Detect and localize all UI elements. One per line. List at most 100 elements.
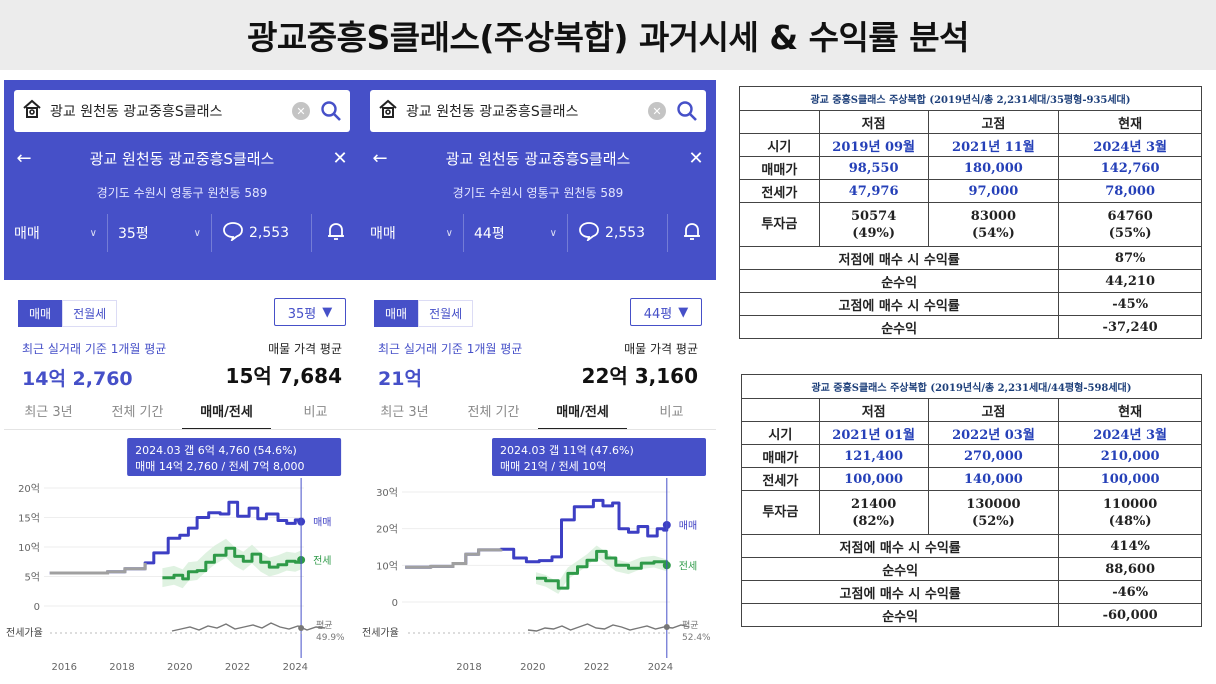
series-label-jeonse: 전세	[679, 560, 697, 572]
date-cell: 2019년 09월	[818, 133, 929, 157]
back-arrow-icon[interactable]: ←	[16, 147, 32, 169]
tab-sale-jeonse[interactable]: 매매/전세	[538, 402, 627, 430]
divider	[4, 429, 360, 430]
col-header-high: 고점	[927, 110, 1060, 134]
asking-price-value: 15억 7,684	[225, 364, 342, 388]
price-cell: 100,000	[818, 467, 929, 491]
search-box[interactable]: 광교 원천동 광교중흥S클래스 ✕	[370, 90, 706, 132]
series-line-sale	[405, 498, 669, 569]
col-header-current: 현재	[1058, 110, 1202, 134]
tooltip-line-1: 2024.03 갭 6억 4,760 (54.6%)	[135, 444, 297, 457]
x-tick-label: 2024	[283, 662, 308, 673]
size-select[interactable]: 44평 ▼	[630, 298, 702, 326]
tooltip-line-1: 2024.03 갭 11억 (47.6%)	[500, 444, 634, 457]
clear-icon[interactable]: ✕	[648, 102, 666, 120]
col-header-low: 저점	[818, 110, 929, 134]
tab-rent[interactable]: 전월세	[62, 300, 118, 327]
deal-type-filter[interactable]: 매매 ∨	[4, 214, 108, 252]
size-filter[interactable]: 44평 ∨	[464, 214, 568, 252]
summary-label: 저점에 매수 시 수익률	[740, 534, 1060, 558]
summary-row: 순수익 -60,000	[740, 603, 1202, 627]
summary-label: 고점에 매수 시 수익률	[738, 292, 1060, 316]
summary-value: -45%	[1058, 292, 1202, 316]
ratio-avg-label: 평균	[682, 620, 699, 631]
back-arrow-icon[interactable]: ←	[372, 147, 388, 169]
summary-label: 고점에 매수 시 수익률	[740, 580, 1060, 604]
tab-compare[interactable]: 비교	[303, 405, 328, 420]
ratio-avg-label: 평균	[316, 620, 333, 631]
return-table-35: 광교 중흥S클래스 주상복합 (2019년식/총 2,231세대/35평형-93…	[738, 86, 1202, 339]
price-cell: 180,000	[927, 156, 1060, 180]
invest-ratio: (52%)	[972, 513, 1015, 529]
date-cell: 2024년 3월	[1058, 133, 1202, 157]
size-select[interactable]: 35평 ▼	[274, 298, 346, 326]
table-row: 투자금 50574 (49%) 83000 (54%) 64760 (55%)	[739, 202, 1202, 247]
table-row: 매매가 98,550 180,000 142,760	[739, 156, 1202, 180]
search-input[interactable]: 광교 원천동 광교중흥S클래스	[50, 104, 223, 120]
nav-title: 광교 원천동 광교중흥S클래스	[445, 149, 631, 168]
x-tick-label: 2020	[167, 662, 192, 673]
chevron-down-icon: ∨	[193, 227, 201, 239]
summary-row: 저점에 매수 시 수익률 414%	[740, 534, 1202, 558]
tab-recent-3y[interactable]: 최근 3년	[24, 405, 73, 420]
page-title-bar: 광교중흥S클래스(주상복합) 과거시세 & 수익률 분석	[0, 0, 1216, 70]
date-cell: 2024년 3월	[1058, 421, 1202, 445]
y-tick-label: 30억	[376, 487, 398, 499]
table-row: 매매가 121,400 270,000 210,000	[741, 444, 1202, 468]
size-filter[interactable]: 35평 ∨	[108, 214, 212, 252]
y-tick-label: 10억	[18, 542, 40, 554]
period-tabs: 최근 3년 전체 기간 매매/전세 비교	[4, 402, 360, 430]
row-label: 전세가	[741, 467, 820, 491]
price-cell: 121,400	[818, 444, 929, 468]
clear-icon[interactable]: ✕	[292, 102, 310, 120]
invest-amount: 64760	[1107, 208, 1153, 224]
row-label: 투자금	[739, 202, 820, 247]
tab-all-period[interactable]: 전체 기간	[111, 405, 164, 420]
comment-button[interactable]: 2,553	[568, 214, 668, 252]
row-label: 시기	[739, 133, 820, 157]
summary-value: -37,240	[1058, 315, 1202, 339]
tab-recent-3y[interactable]: 최근 3년	[380, 405, 429, 420]
summary-label: 순수익	[738, 315, 1060, 339]
tab-compare[interactable]: 비교	[659, 405, 684, 420]
tab-sale[interactable]: 매매	[18, 300, 63, 327]
deal-type-label: 매매	[14, 226, 40, 242]
ratio-marker	[663, 624, 670, 630]
asking-price-value: 22억 3,160	[581, 364, 698, 388]
invest-ratio: (82%)	[852, 513, 896, 529]
search-input[interactable]: 광교 원천동 광교중흥S클래스	[406, 104, 579, 120]
comment-button[interactable]: 2,553	[212, 214, 312, 252]
invest-amount: 83000	[970, 208, 1017, 224]
tab-sale[interactable]: 매매	[374, 300, 419, 327]
tab-all-period[interactable]: 전체 기간	[467, 405, 520, 420]
deal-type-filter[interactable]: 매매 ∨	[360, 214, 464, 252]
size-filter-label: 35평	[118, 226, 149, 242]
date-cell: 2021년 01월	[818, 421, 929, 445]
tooltip-line-2: 매매 14억 2,760 / 전세 7억 8,000	[135, 460, 304, 473]
series-label-jeonse: 전세	[313, 555, 331, 567]
period-tabs: 최근 3년 전체 기간 매매/전세 비교	[360, 402, 716, 430]
invest-cell: 110000 (48%)	[1058, 490, 1202, 535]
tab-rent[interactable]: 전월세	[418, 300, 474, 327]
summary-label: 순수익	[740, 557, 1060, 581]
app-header: 광교 원천동 광교중흥S클래스 ✕ ← 광교 원천동 광교중흥S클래스 ✕ 경기…	[360, 80, 716, 280]
invest-ratio: (49%)	[852, 225, 896, 241]
search-box[interactable]: 광교 원천동 광교중흥S클래스 ✕	[14, 90, 350, 132]
search-icon[interactable]	[676, 100, 698, 122]
close-icon[interactable]: ✕	[688, 147, 704, 169]
chevron-down-icon: ∨	[89, 227, 97, 239]
jeonse-range-band	[162, 538, 302, 589]
recent-price-value: 14억 2,760	[22, 368, 133, 390]
y-tick-label: 20억	[376, 524, 398, 536]
notification-button[interactable]	[312, 214, 360, 252]
invest-cell: 21400 (82%)	[818, 490, 929, 535]
x-tick-label: 2016	[51, 662, 76, 673]
invest-amount: 50574	[851, 208, 897, 224]
x-tick-label: 2018	[456, 662, 481, 673]
search-icon[interactable]	[320, 100, 342, 122]
close-icon[interactable]: ✕	[332, 147, 348, 169]
row-label: 투자금	[741, 490, 820, 535]
notification-button[interactable]	[668, 214, 716, 252]
tab-sale-jeonse[interactable]: 매매/전세	[182, 402, 271, 430]
